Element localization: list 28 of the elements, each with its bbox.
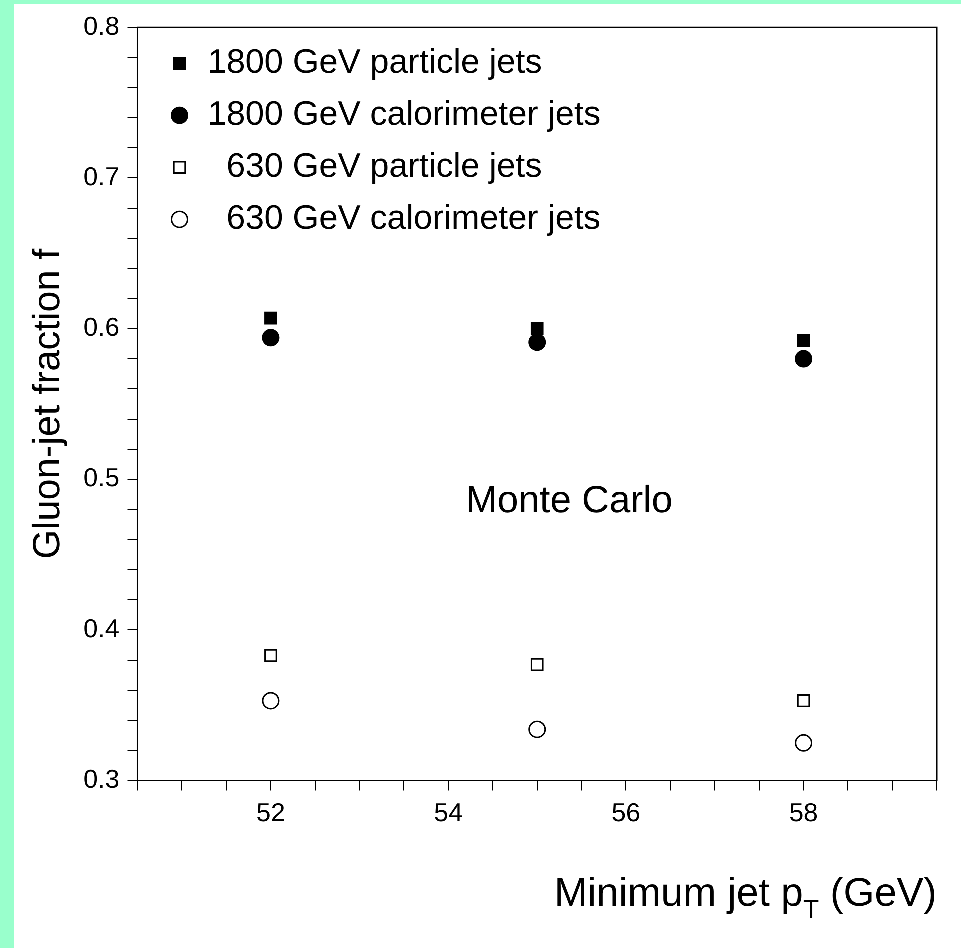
- y-tick-label: 0.4: [84, 613, 120, 644]
- point: [797, 334, 810, 348]
- legend-label: 630 GeV calorimeter jets: [208, 198, 601, 237]
- point: [264, 312, 278, 325]
- y-axis-title: Gluon-jet fraction f: [26, 248, 68, 560]
- point: [795, 350, 813, 368]
- x-tick-label: 52: [256, 798, 286, 828]
- point: [262, 329, 280, 347]
- point: [530, 322, 544, 336]
- point: [795, 734, 813, 752]
- x-tick-label: 54: [434, 798, 464, 828]
- point: [797, 694, 810, 708]
- y-tick-label: 0.8: [84, 10, 120, 41]
- y-tick-label: 0.3: [84, 764, 120, 794]
- point: [262, 692, 280, 710]
- legend-label: 630 GeV particle jets: [208, 146, 542, 185]
- y-tick-label: 0.6: [84, 312, 120, 342]
- point: [530, 658, 544, 672]
- legend-label: 1800 GeV calorimeter jets: [208, 94, 601, 133]
- y-tick-label: 0.7: [84, 161, 120, 192]
- x-tick-label: 56: [612, 798, 641, 828]
- legend-label: 1800 GeV particle jets: [208, 42, 542, 81]
- point: [528, 720, 546, 738]
- annotation: Monte Carlo: [466, 480, 673, 522]
- point: [528, 334, 546, 352]
- y-tick-label: 0.5: [84, 462, 120, 493]
- x-tick-label: 58: [789, 798, 818, 828]
- point: [264, 649, 278, 662]
